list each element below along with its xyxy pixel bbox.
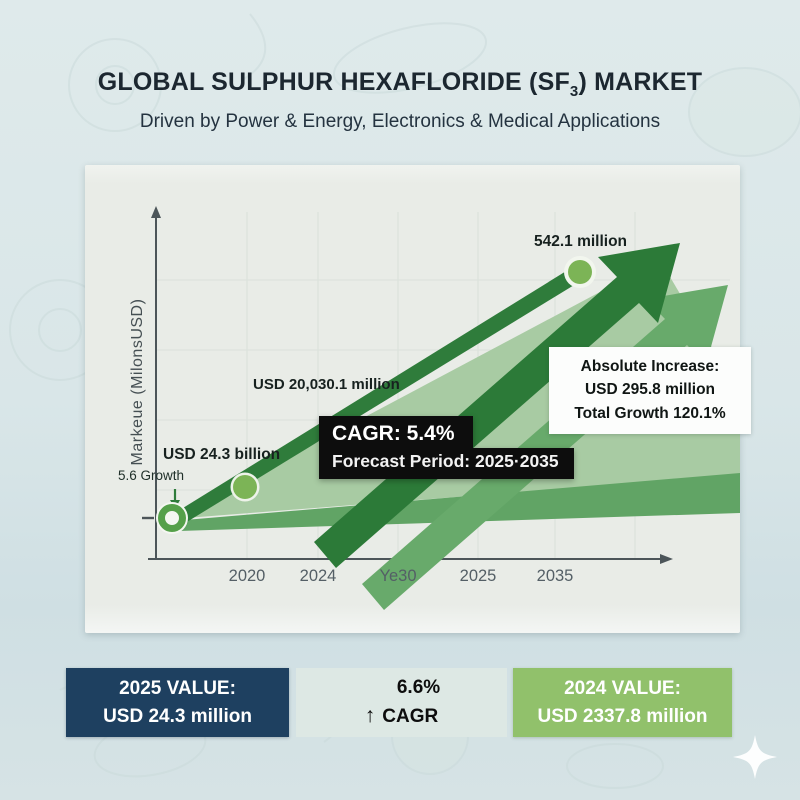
x-tick-2024: 2024 <box>299 567 337 585</box>
label-542-million: 542.1 million <box>533 233 628 250</box>
y-axis-label: Markeue (MilonsUSD) <box>129 298 146 466</box>
cagr-percent: 6.6% <box>396 676 441 698</box>
fan-dark-band <box>170 265 584 528</box>
stat-2024-value: USD 2337.8 million <box>537 705 708 727</box>
page-title: GLOBAL SULPHUR HEXAFLORIDE (SF3) MARKET <box>40 68 760 100</box>
data-markers <box>156 256 596 534</box>
page-subtitle: Driven by Power & Energy, Electronics & … <box>139 111 661 132</box>
stat-box-2025-value: 2025 VALUE: USD 24.3 million <box>66 668 289 737</box>
x-tick-2025: 2025 <box>459 567 497 585</box>
cagr-callout: CAGR: 5.4% Forecast Period: 2025·2035 <box>319 416 574 479</box>
absolute-increase-callout: Absolute Increase: USD 295.8 million Tot… <box>549 347 751 434</box>
up-arrow-icon: ↑ <box>364 704 376 728</box>
stat-2024-label: 2024 VALUE: <box>564 677 681 699</box>
x-tick-ye30: Ye30 <box>379 567 417 585</box>
x-tick-2035: 2035 <box>536 567 574 585</box>
stat-box-2024-value: 2024 VALUE: USD 2337.8 million <box>513 668 732 737</box>
header: GLOBAL SULPHUR HEXAFLORIDE (SF3) MARKET … <box>40 68 760 133</box>
x-tick-2020: 2020 <box>228 567 266 585</box>
chart-panel: Markeue (MilonsUSD) 542.1 million USD 20… <box>85 165 751 633</box>
label-growth: 5.6 Growth <box>118 468 185 483</box>
cagr-row: ↑ CAGR <box>296 701 507 731</box>
main-growth-arrow <box>314 243 680 568</box>
label-20030-million: USD 20,030.1 million <box>253 376 400 393</box>
sparkle-icon <box>733 735 777 779</box>
increase-value: USD 295.8 million <box>584 381 716 399</box>
increase-growth: Total Growth 120.1% <box>574 404 726 422</box>
forecast-period: Forecast Period: 2025·2035 <box>319 448 574 479</box>
stat-2025-label: 2025 VALUE: <box>119 677 236 699</box>
cagr-value: CAGR: 5.4% <box>319 416 473 450</box>
cagr-label: CAGR <box>382 706 439 728</box>
increase-title: Absolute Increase: <box>580 358 720 375</box>
label-24-billion: USD 24.3 billion <box>163 446 281 463</box>
title-part2: ) MARKET <box>578 68 703 96</box>
title-part1: GLOBAL SULPHUR HEXAFLORIDE (SF <box>97 68 570 96</box>
stat-2025-value: USD 24.3 million <box>103 705 252 727</box>
title-subscript: 3 <box>569 83 579 100</box>
stat-box-cagr: 6.6% ↑ CAGR <box>296 668 507 737</box>
